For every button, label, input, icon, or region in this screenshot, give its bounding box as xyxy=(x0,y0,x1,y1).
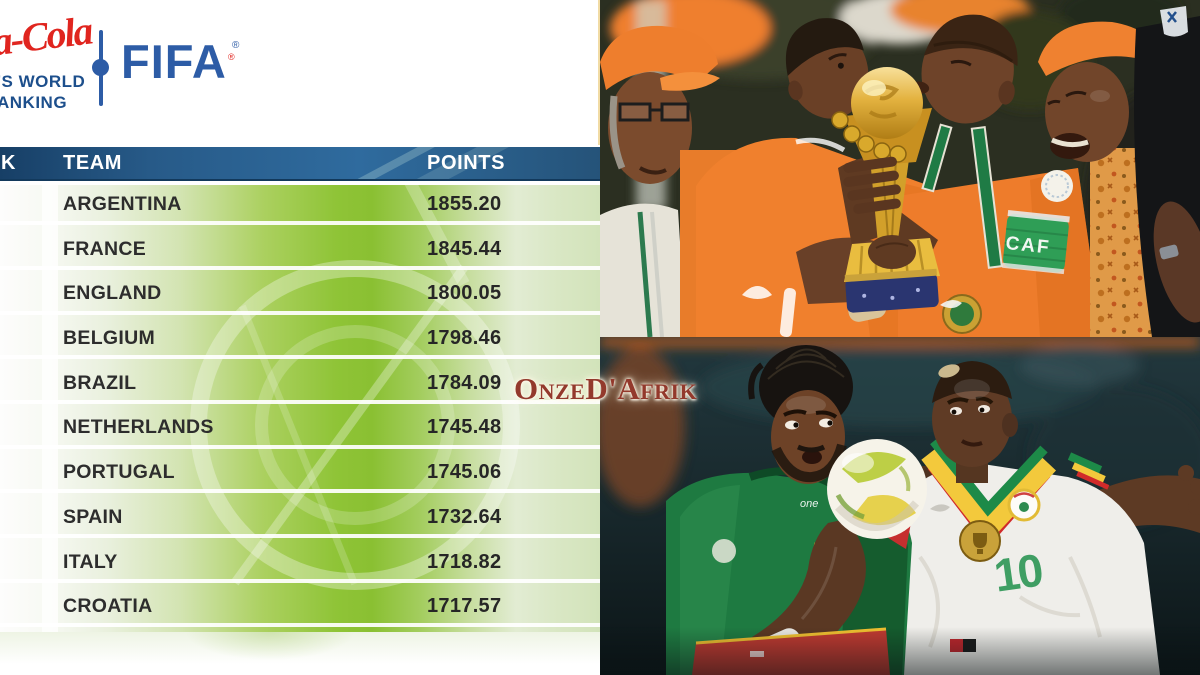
blond-hair-patch xyxy=(938,364,960,378)
column-header-rank: NK xyxy=(0,152,17,174)
photo-edge-line xyxy=(598,0,600,145)
table-row: PORTUGAL 1745.06 xyxy=(0,453,600,494)
wrist-watch xyxy=(1159,244,1179,260)
table-header: NK TEAM POINTS xyxy=(0,147,600,181)
gold-champion-badge xyxy=(959,520,1001,562)
points-cell: 1717.57 xyxy=(427,595,502,618)
bystander-left xyxy=(600,25,720,337)
match-photo-art: 10 xyxy=(600,337,1200,675)
captain-armband: CAF xyxy=(1002,210,1070,275)
table-footer-band xyxy=(0,632,600,675)
points-cell: 1784.09 xyxy=(427,371,502,394)
trophy-rim-balls xyxy=(831,111,907,163)
player-right-head xyxy=(911,14,1018,124)
medal-ribbon xyxy=(921,123,953,193)
team-cell: PORTUGAL xyxy=(63,461,175,484)
tournament-chest-badge xyxy=(712,539,736,563)
puma-logo xyxy=(930,504,950,512)
cameroon-head xyxy=(748,345,853,484)
fifa-logo: FIFA xyxy=(121,35,227,88)
gripping-hand xyxy=(868,235,916,269)
watermark: OnzeD'Afrik xyxy=(514,371,698,406)
points-cell: 1732.64 xyxy=(427,505,502,528)
team-cell: ENGLAND xyxy=(63,282,162,305)
table-row: ARGENTINA 1855.20 xyxy=(0,185,600,226)
afcon-trophy-celebration-photo: CAF xyxy=(600,0,1200,337)
armband-label: CAF xyxy=(1005,233,1052,259)
fifa-ranking-panel: Coca-Cola ® 'S WORLD ANKING FIFA ® NK TE… xyxy=(0,7,600,675)
team-cell: BRAZIL xyxy=(63,371,137,394)
column-header-team: TEAM xyxy=(63,152,123,174)
team-cell: CROATIA xyxy=(63,595,153,618)
points-cell: 1855.20 xyxy=(427,193,502,215)
sponsor-tagline-line1: 'S WORLD xyxy=(0,72,86,91)
collar-stripe-green xyxy=(930,437,1048,517)
team-cell: ITALY xyxy=(63,550,118,573)
points-cell: 1800.05 xyxy=(427,282,502,305)
points-cell: 1745.06 xyxy=(427,461,502,484)
team-cell: SPAIN xyxy=(63,505,123,528)
jersey-number-fragment xyxy=(742,286,772,299)
match-ball xyxy=(827,439,927,539)
points-cell: 1845.44 xyxy=(427,237,502,260)
afcon-photo-art: CAF xyxy=(600,0,1200,337)
table-row: CROATIA 1717.57 xyxy=(0,587,600,628)
sponsor-tagline-line2: ANKING xyxy=(0,93,68,112)
points-cell: 1798.46 xyxy=(427,327,502,350)
gripping-hand xyxy=(843,156,901,214)
player-left-head xyxy=(785,18,873,119)
puma-logo xyxy=(940,299,962,309)
team-cell: ARGENTINA xyxy=(63,193,182,215)
cameroon-senegal-match-photo: 10 xyxy=(600,337,1200,675)
fifa-registered-mark: ® xyxy=(232,40,240,51)
table-row: ENGLAND 1800.05 xyxy=(0,274,600,315)
coca-cola-logo: Coca-Cola xyxy=(0,7,94,72)
afcon-trophy xyxy=(831,67,940,313)
trophy-base xyxy=(844,268,939,313)
trophy-orb xyxy=(851,67,923,139)
team-cell: NETHERLANDS xyxy=(63,416,214,439)
team-cell: BELGIUM xyxy=(63,327,156,350)
table-row: NETHERLANDS 1745.48 xyxy=(0,408,600,449)
jersey-number: 10 xyxy=(991,544,1045,602)
jersey-brand-label: one xyxy=(800,498,818,510)
column-header-points: POINTS xyxy=(427,152,506,174)
medal-ribbon xyxy=(970,126,1003,269)
table-row: SPAIN 1732.64 xyxy=(0,498,600,538)
player-kissing-right: CAF xyxy=(885,14,1102,337)
player-mane: 10 xyxy=(900,361,1200,675)
table-row: FRANCE 1845.44 xyxy=(0,230,600,270)
coca-cola-registered-mark: ® xyxy=(228,52,235,62)
logo-divider-dot xyxy=(92,59,109,76)
ranking-rows: ARGENTINA 1855.20 FRANCE 1845.44 ENGLAND… xyxy=(0,185,600,632)
senegal-crest xyxy=(1007,488,1041,522)
mane-head xyxy=(932,361,1018,483)
table-row: BRAZIL 1784.09 xyxy=(0,364,600,404)
rank-column-gutter xyxy=(42,185,58,632)
table-row: ITALY 1718.82 xyxy=(0,543,600,583)
table-row: BELGIUM 1798.46 xyxy=(0,319,600,360)
points-cell: 1745.48 xyxy=(427,416,502,439)
team-cell: FRANCE xyxy=(63,237,147,260)
bystander-far-right xyxy=(1134,6,1200,337)
points-cell: 1718.82 xyxy=(427,550,502,573)
